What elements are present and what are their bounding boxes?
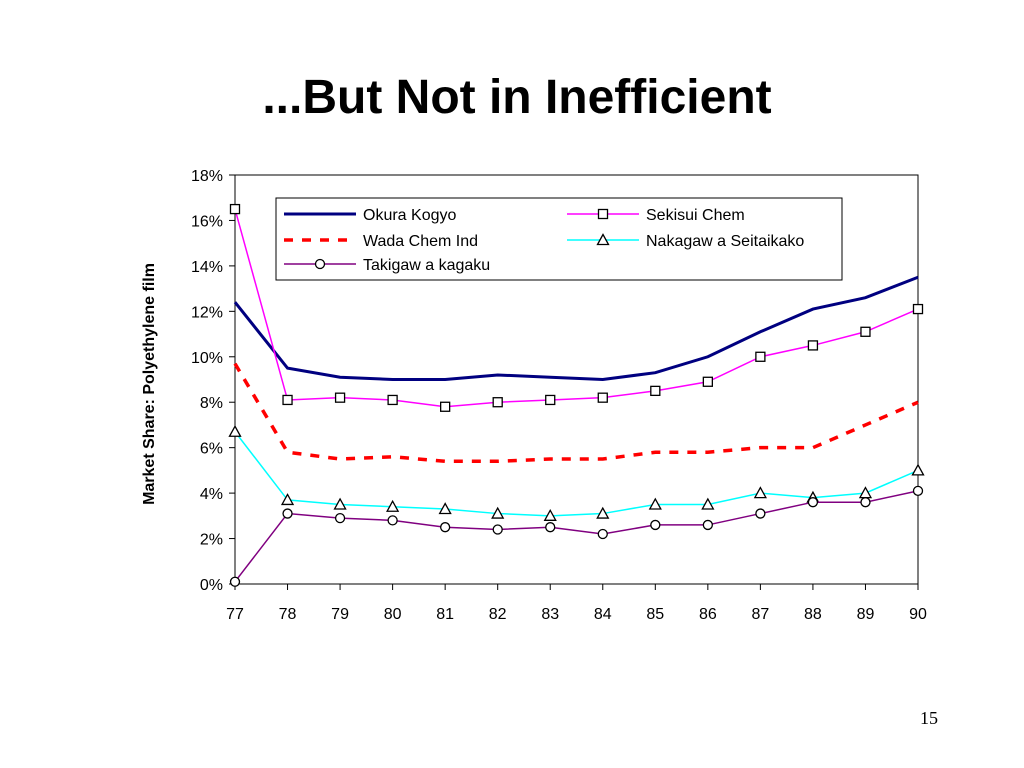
data-point <box>440 401 451 412</box>
page-number: 15 <box>920 708 938 728</box>
y-tick-label: 4% <box>200 486 223 503</box>
legend-label: Okura Kogyo <box>363 207 456 224</box>
y-tick-label: 14% <box>191 259 223 276</box>
data-point <box>650 385 661 397</box>
x-tick-label: 86 <box>699 606 717 623</box>
data-point <box>911 463 925 476</box>
x-tick-label: 81 <box>436 606 454 623</box>
series-wada-chem-ind <box>233 362 919 464</box>
x-tick-label: 88 <box>804 606 822 623</box>
data-point <box>491 506 505 519</box>
data-point <box>702 519 713 531</box>
data-point <box>282 508 293 519</box>
x-tick-label: 84 <box>594 606 612 623</box>
x-tick-label: 82 <box>489 606 507 623</box>
y-tick-label: 0% <box>200 577 223 594</box>
data-point <box>280 493 295 506</box>
y-tick-label: 12% <box>191 304 223 321</box>
legend-label: Takigaw a kagaku <box>363 257 490 274</box>
data-point <box>228 424 242 437</box>
series-layer <box>228 203 925 587</box>
series-sekisui-chem <box>229 203 924 412</box>
data-point <box>387 515 398 526</box>
y-tick-label: 8% <box>200 395 223 412</box>
legend: Okura Kogyo Sekisui Chem Wada Chem Ind Naka… <box>275 197 843 281</box>
data-point <box>229 576 241 587</box>
data-point <box>807 497 819 508</box>
legend-item-okura-kogyo: Okura Kogyo <box>284 207 456 224</box>
legend-label: Wada Chem Ind <box>363 233 478 250</box>
data-point <box>912 303 924 315</box>
data-point <box>701 497 715 510</box>
data-point <box>860 497 871 508</box>
data-point <box>333 497 347 510</box>
series-line-takigaw-a-kagaku <box>234 490 919 583</box>
slide-title: ...But Not in Inefficient <box>262 71 772 124</box>
x-tick-label: 80 <box>384 606 402 623</box>
data-point <box>648 497 662 510</box>
data-point <box>807 340 819 351</box>
series-line-nakagaw-a-seitaikako <box>234 431 919 517</box>
x-tick-label: 79 <box>331 606 349 623</box>
data-point <box>545 522 556 533</box>
y-axis-title: Market Share: Polyethylene film <box>141 263 158 505</box>
data-point <box>597 392 608 403</box>
legend-marker <box>314 258 326 270</box>
legend-marker <box>596 233 610 246</box>
legend-marker <box>597 208 609 220</box>
series-line-sekisui-chem <box>234 208 919 408</box>
x-tick-label: 85 <box>646 606 664 623</box>
legend-item-sekisui-chem: Sekisui Chem <box>567 207 745 224</box>
data-point <box>702 376 713 387</box>
y-tick-label: 10% <box>191 350 223 367</box>
data-point <box>860 326 871 337</box>
legend-item-takigaw-a-kagaku: Takigaw a kagaku <box>284 257 490 274</box>
data-point <box>755 351 766 362</box>
data-point <box>492 397 503 408</box>
y-tick-label: 6% <box>200 441 223 458</box>
data-point <box>912 485 924 496</box>
x-tick-label: 87 <box>751 606 769 623</box>
plot-area-frame <box>234 174 919 585</box>
x-axis: 77 78 79 80 81 82 83 84 85 86 87 88 89 90 <box>226 584 927 623</box>
series-line-wada-chem-ind <box>233 362 919 464</box>
x-tick-label: 83 <box>541 606 559 623</box>
y-tick-label: 18% <box>191 168 223 185</box>
legend-label: Nakagaw a Seitaikako <box>646 233 804 250</box>
series-takigaw-a-kagaku <box>229 485 924 587</box>
data-point <box>596 506 610 519</box>
data-point <box>858 486 873 499</box>
x-tick-label: 78 <box>279 606 297 623</box>
data-point <box>492 524 503 535</box>
legend-label: Sekisui Chem <box>646 207 745 224</box>
data-point <box>229 203 241 215</box>
data-point <box>387 394 398 406</box>
data-point <box>597 528 608 540</box>
data-point <box>386 499 400 512</box>
data-point <box>438 502 452 515</box>
y-tick-label: 16% <box>191 213 223 230</box>
data-point <box>282 394 293 406</box>
data-point <box>440 522 451 533</box>
y-axis: 0% 2% 4% 6% 8% 10% 12% 14% 16% 18% <box>191 168 235 594</box>
data-point <box>650 519 661 531</box>
legend-box <box>275 197 843 281</box>
data-point <box>334 512 346 524</box>
series-line-okura-kogyo <box>233 275 919 382</box>
data-point <box>755 508 766 519</box>
y-tick-label: 2% <box>200 532 223 549</box>
x-tick-label: 90 <box>909 606 927 623</box>
data-point <box>753 486 767 499</box>
x-tick-label: 77 <box>226 606 244 623</box>
data-point <box>334 392 346 403</box>
data-point <box>545 394 556 406</box>
legend-item-nakagaw-a-seitaikako: Nakagaw a Seitaikako <box>567 233 804 250</box>
x-tick-label: 89 <box>857 606 875 623</box>
series-okura-kogyo <box>233 275 919 382</box>
legend-item-wada-chem-ind: Wada Chem Ind <box>284 233 478 250</box>
data-point <box>543 508 557 521</box>
series-nakagaw-a-seitaikako <box>228 424 925 521</box>
